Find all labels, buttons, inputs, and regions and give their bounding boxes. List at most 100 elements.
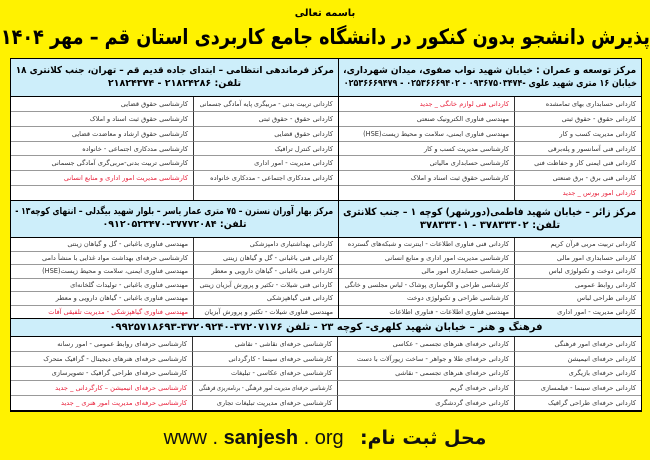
program-list: کاردانی حسابداری بهای تمامشده کاردانی حقو… (339, 97, 641, 201)
program-item-text: مهندسی فناوری شیلات - تکثیر و پرورش آبزی… (204, 307, 333, 316)
program-item-text: کارشناسی مدیریت کسب و کار (423, 144, 509, 153)
program-item: کارشناسی حقوق قضایی (11, 97, 193, 112)
program-item: کارشناسی حسابداری مالیاتی (339, 156, 514, 172)
program-item-text: مهندسی فناوری اطلاعات - فناوری اطلاعات (389, 307, 509, 316)
program-item: کارشناسی حرفه‌ای طراحی گرافیک - تصویرساز… (11, 367, 192, 382)
program-item: مهندسی فناوری اطلاعات - فناوری اطلاعات (339, 306, 514, 319)
center-tosee-omran: مرکز توسعه و عمران : خیابان شهید نواب صف… (338, 58, 642, 201)
center-phone-line: خیابان ۱۶ متری شهید علوی -۰۹۳۶۷۵۰۳۴۷۴ - … (343, 78, 637, 91)
program-item: کاردانی طراحی لباس (514, 292, 641, 306)
program-item-text: کاردانی حرفه‌ای طلا و جواهر - ساخت زیورآ… (356, 354, 509, 363)
program-item: کاردانی تربیت بدنی - مربیگری پایه آمادگی… (193, 97, 338, 112)
program-item: کاردانی مدیریت - امور اداری (193, 156, 338, 172)
program-column: مهندسی فناوری باغبانی - گل و گیاهان زینت… (11, 238, 193, 318)
program-item: مهندسی فناوری ایمنی، سلامت و محیط زیست(H… (11, 265, 193, 279)
program-item-text: کارشناسی طراحی و الگوسازی پوشاک - لباس م… (344, 280, 509, 289)
program-item-text: مهندسی فناوری ایمنی، سلامت و محیط زیست(H… (363, 129, 509, 138)
program-item: کارشناسی حرفه‌ای روابط عمومی - امور رسان… (11, 337, 192, 352)
program-item-text: کاردانی حرفه‌ای گردشگری (435, 399, 509, 408)
program-item: کارشناسی حرفه‌ای نقاشی - نقاشی (192, 337, 337, 352)
program-column: کاردانی حرفه‌ای هنرهای تجسمی - عکاسی کارد… (337, 337, 514, 410)
program-item-text: کارشناسی حرفه‌ای هنرهای دیجیتال - گرافیک… (43, 354, 187, 363)
program-item (11, 186, 193, 200)
program-item: کارشناسی حرفه‌ای هنرهای دیجیتال - گرافیک… (11, 352, 192, 367)
program-item-text: کاردانی بهداشتیاری دامپزشکی (249, 240, 333, 249)
program-item-text: کاردانی مدیریت - امور اداری (557, 307, 636, 316)
program-item-text: مهندسی فناوری ایمنی، سلامت و محیط زیست(H… (42, 267, 188, 276)
center-address-line: مرکز توسعه و عمران : خیابان شهید نواب صف… (343, 65, 637, 78)
program-item-new: کارشناسی حرفه‌ای مدیریت امور هنری _ جدید (11, 396, 192, 410)
program-column: کارشناسی حرفه‌ای روابط عمومی - امور رسان… (11, 337, 192, 410)
program-item: کاردانی حقوق قضایی (193, 126, 338, 142)
program-item-text: کاردانی طراحی لباس (577, 294, 636, 303)
program-item: کاردانی بهداشتیاری دامپزشکی (193, 238, 338, 252)
program-item: کاردانی حرفه‌ای گریم (337, 381, 514, 397)
program-column: کاردانی حسابداری بهای تمامشده کاردانی حقو… (514, 97, 641, 201)
program-item: کاردانی مدیریت کسب و کار (514, 126, 641, 142)
program-item-text: کارشناسی حرفه‌ای انیمیشن – کارگردانی _ ج… (55, 384, 187, 393)
program-item: کاردانی فنی باغبانی - گیاهان دارویی و مع… (193, 265, 338, 279)
program-item: کاردانی حرفه‌ای هنرهای تجسمی - نقاشی (337, 366, 514, 382)
center-header: فرهنگ و هنر – خیابان شهید کلهری- کوچه ۲۳… (11, 319, 641, 337)
program-item-text: کارشناسی حسابداری مالیاتی (429, 159, 509, 168)
program-list: کاردانی تربیت بدنی - مربیگری پایه آمادگی… (11, 97, 338, 201)
program-item: کاردانی حرفه‌ای انیمیشن (514, 351, 641, 367)
program-item-text: کاردانی فنی باغبانی - گل و گیاهان زینتی (222, 253, 333, 262)
program-item-text: کاردانی فنی شیلات - تکثیر و پرورش آبزیان… (199, 280, 333, 289)
program-item: کارشناسی حقوق ثبت اسناد و املاک (11, 112, 193, 127)
program-item-text: کاردانی مددکاری اجتماعی - مددکاری خانواد… (210, 174, 333, 183)
program-item: کاردانی دوخت و تکنولوژی لباس (514, 265, 641, 279)
center-header: مرکز فرماندهی انتظامی – ابتدای جاده قدیم… (11, 59, 338, 97)
program-item: کاردانی حرفه‌ای سینما - فیلمسازی (514, 381, 641, 397)
program-item: کاردانی مدیریت - امور اداری (514, 305, 641, 318)
registration-label: محل ثبت نام: (359, 427, 487, 449)
program-item: کارشناسی حقوق ثبت اسناد و املاک (339, 171, 514, 187)
program-column: کاردانی تربیت مربی قرآن کریم کاردانی حساب… (514, 238, 641, 318)
program-column: کاردانی حرفه‌ای امور فرهنگی کاردانی حرفه‌… (514, 337, 641, 410)
program-item-text: کارشناسی حرفه‌ای مدیریت امور فرهنگی - بر… (198, 384, 332, 393)
program-item-text: کارشناسی حرفه‌ای بهداشت مواد غذایی با من… (42, 253, 188, 262)
site-main: sanjesh (223, 427, 299, 449)
registration-site-link[interactable]: www . sanjesh . org (164, 427, 344, 449)
center-address: مرکز توسعه و عمران : خیابان شهید نواب صف… (343, 64, 637, 76)
program-column: کارشناسی حرفه‌ای نقاشی - نقاشی کارشناسی ح… (192, 337, 337, 410)
program-item: کارشناسی مددکاری اجتماعی - خانواده (11, 142, 193, 157)
program-item-text: کاردانی حرفه‌ای انیمیشن (567, 354, 636, 363)
center-address: مرکز بهار آوران نسترن – ۷۵ متری عمار یاس… (15, 206, 334, 218)
program-item-text: کاردانی حقوق - حقوق ثبتی (561, 114, 636, 123)
program-item: کاردانی حسابداری بهای تمامشده (514, 97, 641, 112)
program-item-text: کارشناسی حرفه‌ای روابط عمومی - امور رسان… (57, 339, 187, 348)
page-title-text: پذیرش دانشجو بدون کنکور در دانشگاه جامع … (0, 25, 650, 49)
program-column: کاردانی فنی لوازم خانگی _ جدید مهندسی فنا… (339, 97, 514, 200)
program-item-text: کاردانی فنی گیاهپزشکی (266, 294, 333, 303)
program-item-text: مهندسی فناوری باغبانی - گل و گیاهان زینت… (67, 240, 188, 249)
site-prefix: www . (163, 427, 224, 449)
program-item: کاردانی حرفه‌ای طراحی گرافیک (514, 396, 641, 410)
program-item: کارشناسی حقوق ارشاد و معاضدت قضایی (11, 127, 193, 142)
program-item-text: کارشناسی حسابداری امور مالی (421, 267, 509, 276)
program-item-text: کاردانی فنی آسانسور و پله‌برقی (548, 144, 636, 153)
program-item: کاردانی حرفه‌ای بازیگری (514, 366, 641, 382)
program-item: کارشناسی مدیریت کسب و کار (339, 142, 514, 157)
program-item-new: کارشناسی حرفه‌ای انیمیشن – کارگردانی _ ج… (11, 381, 192, 397)
registration-footer: www . sanjesh . org محل ثبت نام: (0, 425, 650, 450)
program-column: کاردانی بهداشتیاری دامپزشکی کاردانی فنی ب… (193, 238, 338, 318)
program-item: کاردانی حرفه‌ای طلا و جواهر - ساخت زیورآ… (337, 351, 514, 367)
program-item: کارشناسی حرفه‌ای سینما - کارگردانی (192, 351, 337, 367)
program-item-text: کارشناسی حقوق ارشاد و معاضدت قضایی (71, 129, 188, 138)
program-list: کاردانی حرفه‌ای امور فرهنگی کاردانی حرفه‌… (11, 337, 641, 410)
program-item-text: کاردانی حقوق - حقوق ثبتی (258, 114, 333, 123)
program-item: کاردانی روابط عمومی (514, 278, 641, 292)
program-item-text: کاردانی حرفه‌ای گریم (449, 384, 509, 393)
program-item-text: مهندسی فناوری گیاهپزشکی - مدیریت تلفیقی … (48, 307, 188, 316)
program-item-text: کاردانی حسابداری امور مالی (556, 253, 636, 262)
program-item-text: کارشناسی حرفه‌ای عکاسی - تبلیغات (230, 369, 332, 378)
center-address: مرکز زائر – خیابان شهید فاطمی(دورشهر) کو… (343, 206, 637, 218)
program-item: کاردانی فنی برق - برق صنعتی (514, 171, 641, 187)
center-phone: تلفن: ۳۷۷۷۲۰۸۴-۰۹۱۲۰۵۲۳۴۷۰ (102, 219, 247, 230)
invocation-text: باسمه تعالی (0, 8, 650, 20)
center-address: مرکز فرماندهی انتظامی – ابتدای جاده قدیم… (15, 64, 334, 76)
program-item-text: کاردانی حرفه‌ای هنرهای تجسمی - نقاشی (395, 369, 509, 378)
center-address-line: فرهنگ و هنر – خیابان شهید کلهری- کوچه ۲۳… (15, 321, 637, 335)
program-item: مهندسی فناوری باغبانی - گیاهان دارویی و … (11, 292, 193, 306)
